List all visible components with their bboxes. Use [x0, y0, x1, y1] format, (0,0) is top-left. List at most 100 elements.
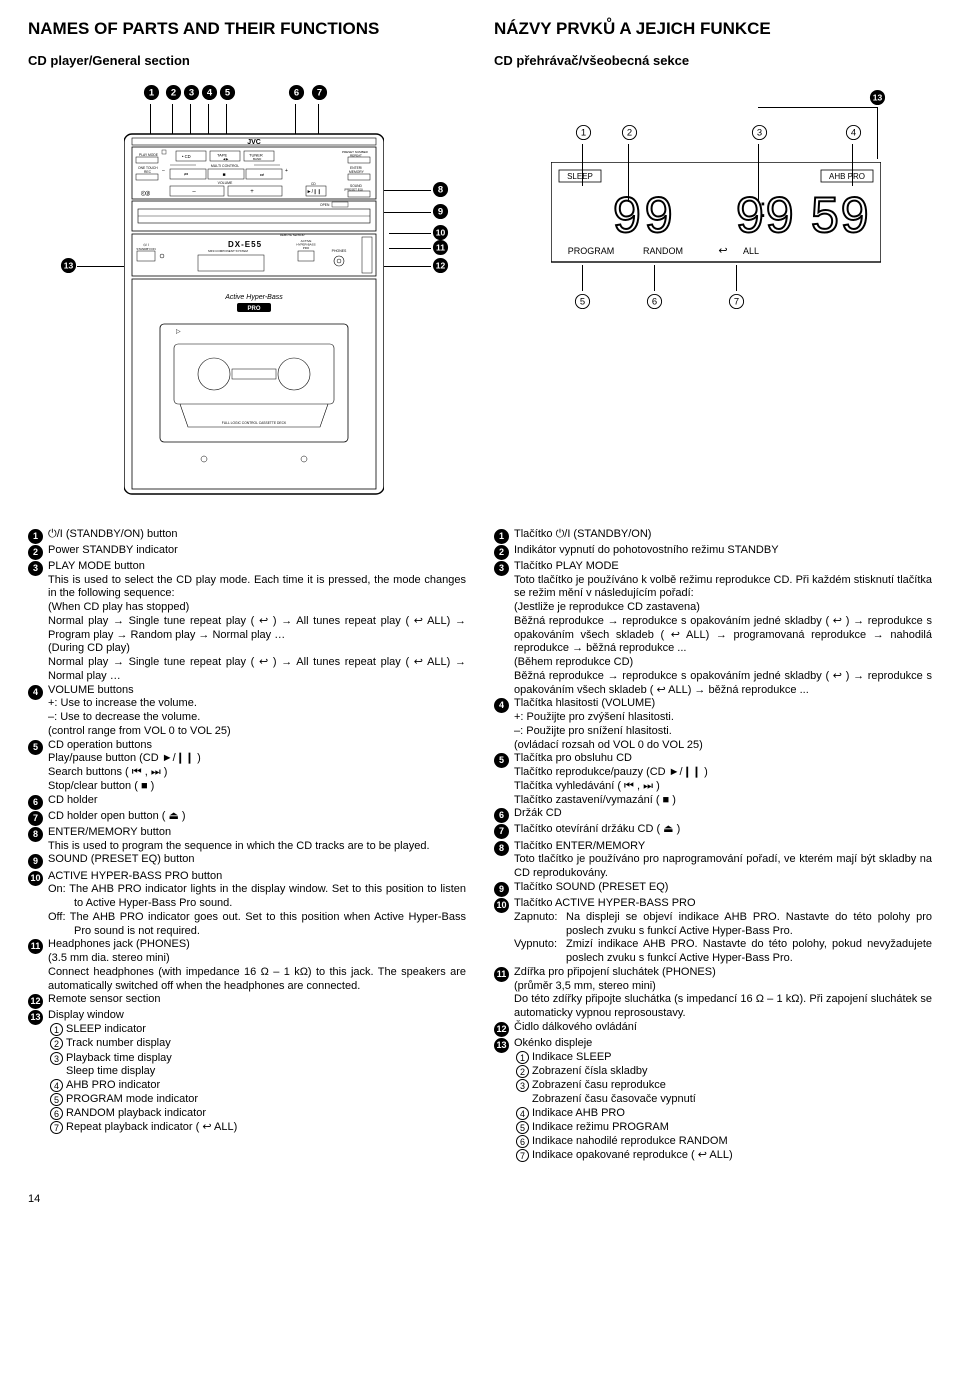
- callout-9: 9: [431, 203, 449, 221]
- l-i9: SOUND (PRESET EQ) button: [48, 853, 195, 865]
- r-i11a: Zdířka pro připojení sluchátek (PHONES): [514, 966, 932, 980]
- svg-text:1: 1: [580, 127, 585, 138]
- title-left: NAMES OF PARTS AND THEIR FUNCTIONS: [28, 18, 466, 39]
- r-i13: Okénko displeje: [514, 1037, 932, 1051]
- svg-text:MULTI CONTROL: MULTI CONTROL: [211, 164, 239, 168]
- l-i11c: Connect headphones (with impedance 16 Ω …: [48, 966, 466, 994]
- svg-text:–: –: [162, 168, 165, 174]
- svg-text:REC: REC: [144, 170, 152, 174]
- r-s6: Indikace nahodilé reprodukce RANDOM: [532, 1135, 932, 1149]
- l-s5: PROGRAM mode indicator: [66, 1093, 466, 1107]
- svg-text:11: 11: [436, 242, 445, 252]
- svg-text:10: 10: [435, 227, 445, 237]
- disp-callout-2: 2: [620, 124, 638, 142]
- disp-callout-13: 13: [869, 89, 886, 106]
- display-body: SLEEP AHB PRO 99 99 : 59 PROGRAM RANDOM …: [551, 162, 881, 282]
- l-i5b: Play/pause button (CD ►/❙❙ ): [48, 752, 466, 766]
- svg-text:99: 99: [613, 187, 677, 243]
- svg-text:• CD: • CD: [182, 154, 191, 159]
- l-s1: SLEEP indicator: [66, 1023, 466, 1037]
- l-i4b: +: Use to increase the volume.: [48, 697, 466, 711]
- svg-text:PLAY MODE: PLAY MODE: [139, 153, 159, 157]
- r-i3f: Běžná reprodukce → reprodukce s opakován…: [514, 670, 932, 698]
- svg-text:BAND: BAND: [253, 157, 262, 161]
- l-i7: CD holder open button ( ⏏ ): [48, 810, 186, 822]
- l-i13: Display window: [48, 1009, 466, 1023]
- l-i5d: Stop/clear button ( ■ ): [48, 780, 466, 794]
- svg-text:▷: ▷: [176, 329, 181, 335]
- svg-text:Active Hyper-Bass: Active Hyper-Bass: [224, 294, 283, 301]
- callout-3: 3: [182, 84, 200, 102]
- l-i3d: Normal play → Single tune repeat play ( …: [48, 615, 466, 643]
- svg-text:2: 2: [626, 127, 631, 138]
- r-i3c: (Jestliže je reprodukce CD zastavena): [514, 601, 932, 615]
- svg-text:↩: ↩: [718, 245, 727, 257]
- disp-callout-6: 6: [646, 293, 663, 310]
- svg-text:VOLUME: VOLUME: [218, 181, 233, 185]
- svg-text:ALL: ALL: [743, 246, 759, 256]
- svg-text:MINI COMPONENT SYSTEM: MINI COMPONENT SYSTEM: [208, 249, 248, 253]
- svg-text:13: 13: [873, 92, 883, 102]
- svg-text:+: +: [285, 168, 288, 174]
- svg-text:3: 3: [188, 87, 193, 98]
- svg-text:MEMORY: MEMORY: [349, 170, 365, 174]
- svg-text:CD: CD: [311, 182, 316, 186]
- r-i12: Čidlo dálkového ovládání: [514, 1021, 637, 1033]
- l-i8a: ENTER/MEMORY button: [48, 826, 466, 840]
- r-s5: Indikace režimu PROGRAM: [532, 1121, 932, 1135]
- svg-text:⏮: ⏮: [184, 172, 188, 177]
- l-i12: Remote sensor section: [48, 993, 161, 1005]
- r-i3e: (Během reprodukce CD): [514, 656, 932, 670]
- l-i4c: –: Use to decrease the volume.: [48, 711, 466, 725]
- r-s7: Indikace opakované reprodukce ( ↩ ALL): [532, 1149, 932, 1163]
- svg-text:SLEEP: SLEEP: [567, 172, 593, 181]
- r-i4b: +: Použijte pro zvýšení hlasitosti.: [514, 711, 932, 725]
- svg-text:OPEN: OPEN: [320, 203, 330, 207]
- svg-text:JVC: JVC: [247, 139, 261, 146]
- r-i8a: Tlačítko ENTER/MEMORY: [514, 840, 932, 854]
- l-i1: ⏻/I (STANDBY/ON) button: [48, 528, 178, 540]
- svg-text:PRO: PRO: [303, 246, 310, 250]
- r-i11c: Do této zdířky připojte sluchátka (s imp…: [514, 993, 932, 1021]
- svg-text:◀ ▶: ◀ ▶: [223, 157, 229, 161]
- r-i5c: Tlačítka vyhledávání ( ⏮ , ⏭ ): [514, 780, 932, 794]
- l-i8b: This is used to program the sequence in …: [48, 840, 466, 854]
- svg-text:ⓒⓓ: ⓒⓓ: [141, 190, 150, 197]
- callout-4: 4: [200, 84, 218, 102]
- r-i10b-lead: Zapnuto:: [514, 911, 566, 939]
- callout-6: 6: [287, 84, 305, 102]
- callout-5: 5: [218, 84, 236, 102]
- svg-text:►/❙❙: ►/❙❙: [307, 189, 322, 195]
- l-s3b: Sleep time display: [66, 1065, 466, 1079]
- svg-text:59: 59: [811, 187, 871, 243]
- svg-text:7: 7: [316, 87, 321, 98]
- r-i10b: Na displeji se objeví indikace AHB PRO. …: [566, 911, 932, 939]
- l-s6: RANDOM playback indicator: [66, 1107, 466, 1121]
- subtitle-right: CD přehrávač/všeobecná sekce: [494, 53, 932, 69]
- r-i9: Tlačítko SOUND (PRESET EQ): [514, 881, 668, 893]
- r-i3a: Tlačítko PLAY MODE: [514, 560, 932, 574]
- list-left: 1⏻/I (STANDBY/ON) button 2Power STANDBY …: [28, 528, 466, 1136]
- r-s4: Indikace AHB PRO: [532, 1107, 932, 1121]
- l-i3c: (When CD play has stopped): [48, 601, 466, 615]
- r-i4a: Tlačítka hlasitosti (VOLUME): [514, 697, 932, 711]
- unit-body: JVC PLAY MODE • CD TAPE ◀ ▶ TUNER BAND P…: [124, 129, 384, 499]
- callout-12: 12: [431, 257, 449, 275]
- l-i11a: Headphones jack (PHONES): [48, 938, 466, 952]
- svg-text:7: 7: [734, 296, 739, 307]
- svg-text:6: 6: [293, 87, 298, 98]
- svg-text:8: 8: [437, 184, 442, 195]
- svg-text:STANDBY/ON: STANDBY/ON: [136, 247, 155, 251]
- r-i6: Držák CD: [514, 807, 562, 819]
- r-i8b: Toto tlačítko je používáno pro naprogram…: [514, 853, 932, 881]
- l-s7: Repeat playback indicator ( ↩ ALL): [66, 1121, 466, 1135]
- disp-callout-5: 5: [574, 293, 591, 310]
- l-i3a: PLAY MODE button: [48, 560, 466, 574]
- r-i10c: Zmizí indikace AHB PRO. Nastavte do této…: [566, 938, 932, 966]
- svg-text:⏭: ⏭: [260, 172, 264, 177]
- r-i10a: Tlačítko ACTIVE HYPER-BASS PRO: [514, 897, 932, 911]
- svg-text:AHB PRO: AHB PRO: [829, 172, 865, 181]
- svg-text:13: 13: [63, 260, 73, 270]
- r-i3d: Běžná reprodukce → reprodukce s opakován…: [514, 615, 932, 656]
- l-i5a: CD operation buttons: [48, 739, 466, 753]
